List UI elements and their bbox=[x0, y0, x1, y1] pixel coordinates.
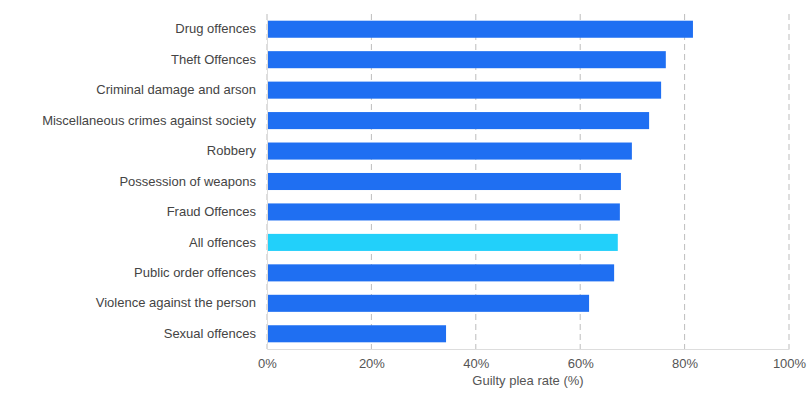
y-axis-line bbox=[267, 15, 268, 350]
y-tick: Theft Offences bbox=[171, 52, 267, 67]
grid-line bbox=[789, 14, 790, 349]
y-tick: All offences bbox=[189, 235, 267, 250]
y-tick-label: Public order offences bbox=[134, 265, 256, 280]
x-tick-label: 20% bbox=[359, 356, 385, 371]
x-tick: 100% bbox=[773, 349, 807, 371]
y-tick-label: Violence against the person bbox=[96, 295, 256, 310]
y-tick: Fraud Offences bbox=[167, 204, 267, 219]
y-tick: Criminal damage and arson bbox=[96, 82, 267, 97]
x-tick-label: 100% bbox=[773, 356, 807, 371]
y-tick-label: Drug offences bbox=[175, 21, 256, 36]
y-tick-label: Miscellaneous crimes against society bbox=[42, 113, 256, 128]
y-axis: Drug offences Theft Offences Criminal dama… bbox=[42, 15, 267, 350]
bars bbox=[267, 21, 693, 343]
bar bbox=[267, 295, 589, 312]
grid-line bbox=[267, 14, 268, 349]
grid-line bbox=[684, 14, 685, 349]
x-tick-label: 60% bbox=[568, 356, 594, 371]
x-axis-line bbox=[268, 349, 790, 350]
y-tick-label: Theft Offences bbox=[171, 52, 257, 67]
y-tick: Public order offences bbox=[134, 265, 267, 280]
grid bbox=[267, 14, 789, 349]
y-tick-label: Criminal damage and arson bbox=[96, 82, 256, 97]
bar bbox=[267, 112, 649, 129]
plot: 0% 20% 40% 60% 80% 100% Drug offences Theft Off… bbox=[42, 14, 806, 371]
x-tick: 0% bbox=[258, 349, 277, 371]
y-tick: Drug offences bbox=[175, 21, 267, 36]
x-tick: 40% bbox=[463, 349, 489, 371]
bar bbox=[267, 143, 632, 160]
x-tick: 80% bbox=[672, 349, 698, 371]
y-tick: Robbery bbox=[207, 143, 267, 158]
bar bbox=[267, 203, 620, 220]
chart: 0% 20% 40% 60% 80% 100% Drug offences Theft Off… bbox=[0, 0, 807, 395]
y-tick-label: Robbery bbox=[207, 143, 257, 158]
bar bbox=[267, 51, 666, 68]
bar bbox=[267, 234, 618, 251]
y-tick-label: Possession of weapons bbox=[119, 174, 256, 189]
y-tick: Violence against the person bbox=[96, 295, 267, 310]
y-tick-label: Fraud Offences bbox=[167, 204, 257, 219]
x-axis-title: Guilty plea rate (%) bbox=[472, 373, 583, 388]
x-tick-label: 40% bbox=[463, 356, 489, 371]
x-tick-label: 80% bbox=[672, 356, 698, 371]
bar bbox=[267, 325, 446, 342]
y-tick: Sexual offences bbox=[164, 326, 267, 341]
bar bbox=[267, 173, 621, 190]
bar bbox=[267, 82, 661, 99]
x-tick-label: 0% bbox=[258, 356, 277, 371]
bar bbox=[267, 21, 693, 38]
y-tick-label: All offences bbox=[189, 235, 256, 250]
x-axis: 0% 20% 40% 60% 80% 100% bbox=[258, 349, 806, 371]
bar bbox=[267, 264, 614, 281]
y-tick-label: Sexual offences bbox=[164, 326, 257, 341]
y-tick: Possession of weapons bbox=[119, 174, 267, 189]
x-tick: 20% bbox=[359, 349, 385, 371]
y-tick: Miscellaneous crimes against society bbox=[42, 113, 267, 128]
x-tick: 60% bbox=[568, 349, 594, 371]
